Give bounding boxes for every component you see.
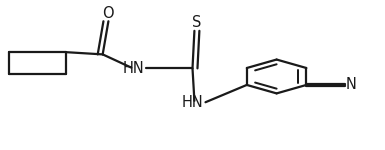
Text: HN: HN [122, 61, 144, 76]
Text: S: S [192, 15, 201, 30]
Text: O: O [102, 6, 114, 21]
Text: N: N [346, 77, 357, 92]
Text: HN: HN [182, 95, 203, 110]
